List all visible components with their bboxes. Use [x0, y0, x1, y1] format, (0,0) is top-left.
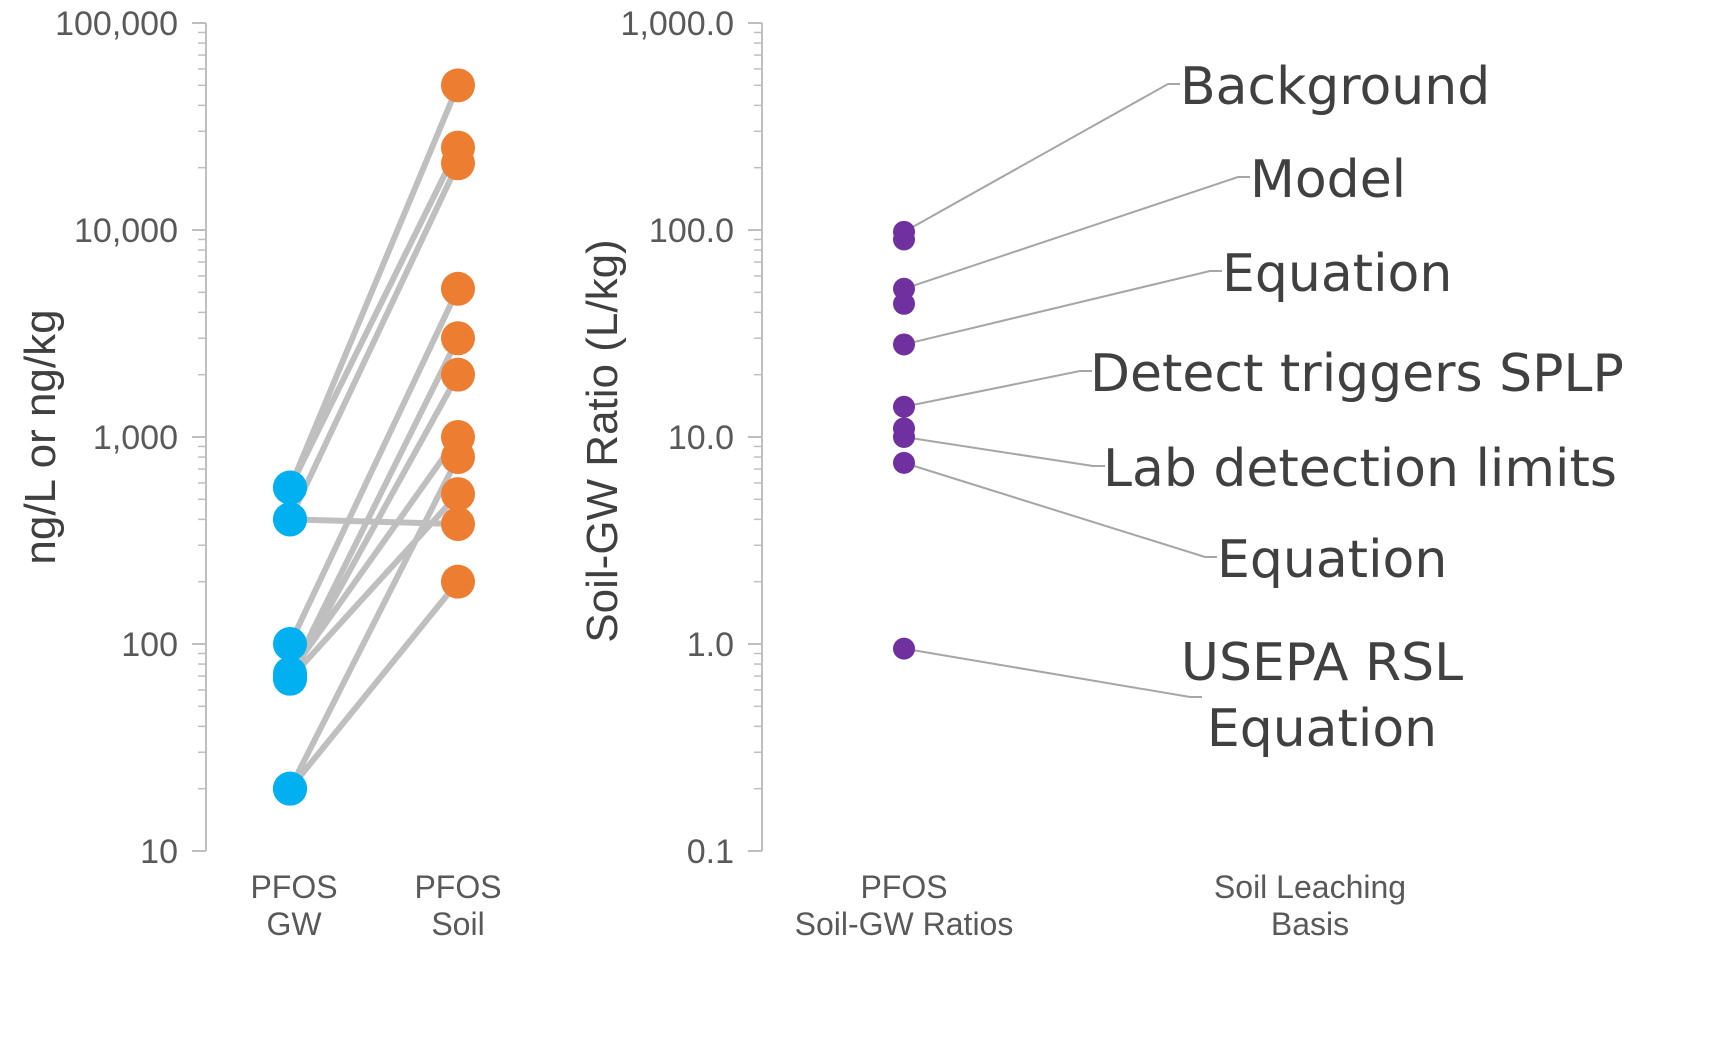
pair-connector-line — [287, 492, 461, 681]
x-category-label: GW — [266, 906, 322, 942]
y-axis-title: ng/L or ng/kg — [16, 309, 65, 564]
gw-point — [273, 771, 307, 806]
ratio-point — [893, 228, 915, 251]
pair-connector-line — [287, 455, 461, 791]
annotation-leader-line — [903, 176, 1250, 290]
ratio-point — [893, 395, 915, 418]
soil-point — [441, 321, 475, 356]
pair-connector-line — [287, 287, 461, 646]
ratio-point — [893, 426, 915, 448]
c2-tick-label: 10.0 — [668, 419, 734, 457]
annotation-leader-line — [903, 647, 1202, 698]
gw-point — [273, 502, 307, 537]
annotation-leader-line — [903, 83, 1180, 233]
pair-connector-line — [287, 336, 461, 678]
c1-tick-label: 100 — [121, 626, 178, 664]
x-category-label: Soil-GW Ratios — [795, 906, 1014, 942]
x-category-label: PFOS — [414, 869, 501, 905]
ratio-point — [893, 451, 915, 474]
soil-point — [441, 440, 475, 475]
soil-point — [441, 564, 475, 599]
annotation-label: Equation — [1217, 530, 1447, 590]
gw-point — [273, 661, 307, 696]
annotation-label: Detect triggers SPLP — [1090, 344, 1624, 404]
annotation-label: Equation — [1207, 699, 1437, 759]
pair-connector-line — [287, 579, 461, 791]
soil-point — [441, 477, 475, 512]
pair-connector-line — [287, 84, 461, 489]
pair-connector-line — [287, 373, 461, 681]
x-category-label: PFOS — [250, 869, 337, 905]
soil-point — [441, 506, 475, 541]
y-axis-title: Soil-GW Ratio (L/kg) — [578, 239, 627, 642]
annotation-label: Equation — [1222, 244, 1452, 304]
c1-tick-label: 100,000 — [55, 5, 178, 43]
annotation-label: Lab detection limits — [1103, 439, 1617, 499]
ratio-point — [893, 333, 915, 356]
pair-connector-line — [287, 435, 461, 676]
x-category-label: Soil — [431, 906, 484, 942]
pair-connector-line — [287, 146, 461, 489]
x-category-label: PFOS — [860, 869, 947, 905]
x-category-label: Basis — [1271, 906, 1349, 942]
soil-point — [441, 271, 475, 306]
annotation-leader-line — [903, 461, 1217, 558]
annotation-leader-line — [903, 270, 1222, 346]
annotation-leader-line — [903, 436, 1105, 467]
annotation-label: Model — [1250, 150, 1406, 210]
x-category-label: Soil Leaching — [1214, 869, 1406, 905]
soil-point — [441, 146, 475, 181]
gw-point — [273, 627, 307, 661]
annotation-label: USEPA RSL — [1181, 633, 1463, 693]
annotation-label: Background — [1180, 57, 1490, 117]
soil-point — [441, 357, 475, 392]
c1-tick-label: 10 — [140, 833, 178, 871]
ratio-point — [893, 637, 915, 660]
c2-tick-label: 1.0 — [687, 626, 734, 664]
soil-point — [441, 68, 475, 103]
c2-tick-label: 100.0 — [649, 212, 734, 250]
gw-point — [273, 470, 307, 505]
ratio-point — [893, 292, 915, 315]
c2-tick-label: 0.1 — [687, 833, 734, 871]
c1-tick-label: 1,000 — [93, 419, 178, 457]
c1-tick-label: 10,000 — [74, 212, 178, 250]
pair-connector-line — [287, 162, 461, 521]
c2-tick-label: 1,000.0 — [621, 5, 734, 43]
annotation-leader-line — [903, 370, 1092, 408]
